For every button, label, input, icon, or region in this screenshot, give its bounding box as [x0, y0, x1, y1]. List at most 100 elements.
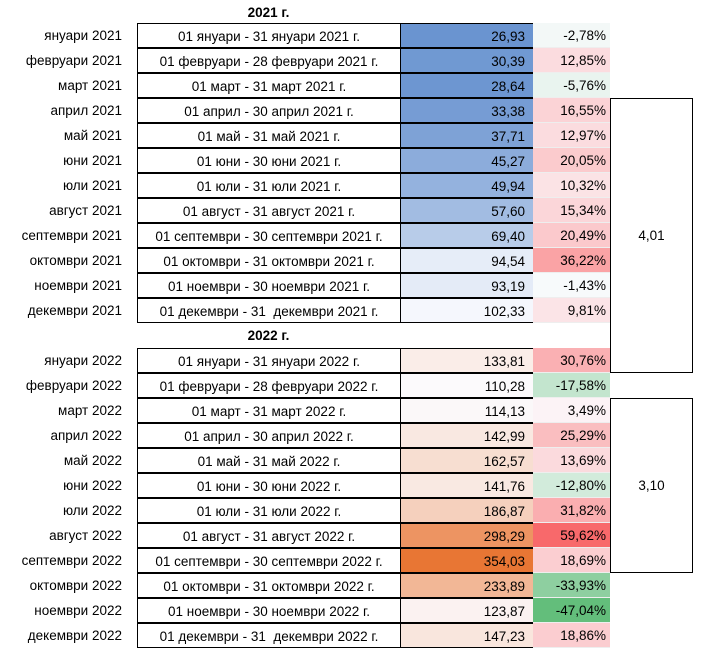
change-cell: 30,76%	[533, 348, 610, 373]
value-cell: 57,60	[400, 198, 534, 223]
month-label: ноември 2022	[34, 603, 122, 618]
value-cell: 45,27	[400, 148, 534, 173]
change-cell: 59,62%	[533, 523, 610, 548]
period-cell: 01 ноември - 30 ноември 2022 г.	[137, 598, 401, 623]
change-cell: 12,85%	[533, 48, 610, 73]
month-label: юни 2021	[63, 153, 122, 168]
period-cell: 01 октомври - 31 октомври 2022 г.	[137, 573, 401, 598]
month-label: септември 2022	[21, 553, 122, 568]
period-cell: 01 юни - 30 юни 2021 г.	[137, 148, 401, 173]
value-cell: 102,33	[400, 298, 534, 323]
month-label: октомври 2021	[29, 253, 122, 268]
bracket-box: 3,10	[610, 398, 693, 573]
change-cell: -2,78%	[533, 23, 610, 48]
change-cell: -1,43%	[533, 273, 610, 298]
period-cell: 01 юли - 31 юли 2022 г.	[137, 498, 401, 523]
value-cell: 147,23	[400, 623, 534, 648]
period-cell: 01 март - 31 март 2022 г.	[137, 398, 401, 423]
month-label: юли 2022	[62, 503, 122, 518]
value-cell: 123,87	[400, 598, 534, 623]
section-title: 2022 г.	[247, 328, 290, 343]
change-cell: -5,76%	[533, 73, 610, 98]
change-cell: -17,58%	[533, 373, 610, 398]
month-label: август 2021	[49, 203, 122, 218]
period-cell: 01 май - 31 май 2022 г.	[137, 448, 401, 473]
month-label: юли 2021	[62, 178, 122, 193]
month-label: януари 2022	[44, 353, 122, 368]
period-cell: 01 октомври - 31 октомври 2021 г.	[137, 248, 401, 273]
value-cell: 37,71	[400, 123, 534, 148]
section-title: 2021 г.	[247, 5, 290, 20]
period-cell: 01 февруари - 28 февруари 2021 г.	[137, 48, 401, 73]
value-cell: 93,19	[400, 273, 534, 298]
change-cell: 16,55%	[533, 98, 610, 123]
period-cell: 01 юни - 30 юни 2022 г.	[137, 473, 401, 498]
change-cell: -33,93%	[533, 573, 610, 598]
period-cell: 01 февруари - 28 февруари 2022 г.	[137, 373, 401, 398]
period-cell: 01 юли - 31 юли 2021 г.	[137, 173, 401, 198]
value-cell: 233,89	[400, 573, 534, 598]
value-cell: 298,29	[400, 523, 534, 548]
month-label: август 2022	[49, 528, 122, 543]
month-label: ноември 2021	[34, 278, 122, 293]
month-label: септември 2021	[21, 228, 122, 243]
month-label: май 2021	[63, 128, 122, 143]
change-cell: 31,82%	[533, 498, 610, 523]
value-cell: 94,54	[400, 248, 534, 273]
period-cell: 01 септември - 30 септември 2021 г.	[137, 223, 401, 248]
period-cell: 01 декември - 31 декември 2021 г.	[137, 298, 401, 323]
change-cell: 25,29%	[533, 423, 610, 448]
month-label: декември 2022	[27, 628, 122, 643]
value-cell: 142,99	[400, 423, 534, 448]
value-cell: 186,87	[400, 498, 534, 523]
change-cell: 10,32%	[533, 173, 610, 198]
value-cell: 110,28	[400, 373, 534, 398]
period-cell: 01 август - 31 август 2022 г.	[137, 523, 401, 548]
bracket-box: 4,01	[610, 98, 693, 373]
value-cell: 114,13	[400, 398, 534, 423]
period-cell: 01 януари - 31 януари 2022 г.	[137, 348, 401, 373]
change-cell: 20,05%	[533, 148, 610, 173]
value-cell: 28,64	[400, 73, 534, 98]
period-cell: 01 април - 30 април 2021 г.	[137, 98, 401, 123]
month-label: февруари 2021	[25, 53, 122, 68]
change-cell: 18,69%	[533, 548, 610, 573]
value-cell: 133,81	[400, 348, 534, 373]
month-label: януари 2021	[44, 28, 122, 43]
value-cell: 30,39	[400, 48, 534, 73]
month-label: октомври 2022	[29, 578, 122, 593]
value-cell: 33,38	[400, 98, 534, 123]
period-cell: 01 декември - 31 декември 2022 г.	[137, 623, 401, 648]
change-cell: 20,49%	[533, 223, 610, 248]
period-cell: 01 април - 30 април 2022 г.	[137, 423, 401, 448]
change-cell: 15,34%	[533, 198, 610, 223]
change-cell: -12,80%	[533, 473, 610, 498]
month-label: март 2022	[58, 403, 122, 418]
change-cell: 9,81%	[533, 298, 610, 323]
month-label: май 2022	[63, 453, 122, 468]
period-cell: 01 май - 31 май 2021 г.	[137, 123, 401, 148]
value-cell: 141,76	[400, 473, 534, 498]
period-cell: 01 март - 31 март 2021 г.	[137, 73, 401, 98]
change-cell: 12,97%	[533, 123, 610, 148]
change-cell: 13,69%	[533, 448, 610, 473]
month-label: декември 2021	[27, 303, 122, 318]
month-label: март 2021	[58, 78, 122, 93]
month-label: юни 2022	[63, 478, 122, 493]
month-label: април 2021	[50, 103, 122, 118]
change-cell: 36,22%	[533, 248, 610, 273]
period-cell: 01 септември - 30 септември 2022 г.	[137, 548, 401, 573]
month-label: април 2022	[50, 428, 122, 443]
value-cell: 354,03	[400, 548, 534, 573]
change-cell: -47,04%	[533, 598, 610, 623]
period-cell: 01 ноември - 30 ноември 2021 г.	[137, 273, 401, 298]
change-cell: 18,86%	[533, 623, 610, 648]
value-cell: 49,94	[400, 173, 534, 198]
change-cell: 3,49%	[533, 398, 610, 423]
value-cell: 69,40	[400, 223, 534, 248]
value-cell: 162,57	[400, 448, 534, 473]
period-cell: 01 август - 31 август 2021 г.	[137, 198, 401, 223]
period-cell: 01 януари - 31 януари 2021 г.	[137, 23, 401, 48]
value-cell: 26,93	[400, 23, 534, 48]
